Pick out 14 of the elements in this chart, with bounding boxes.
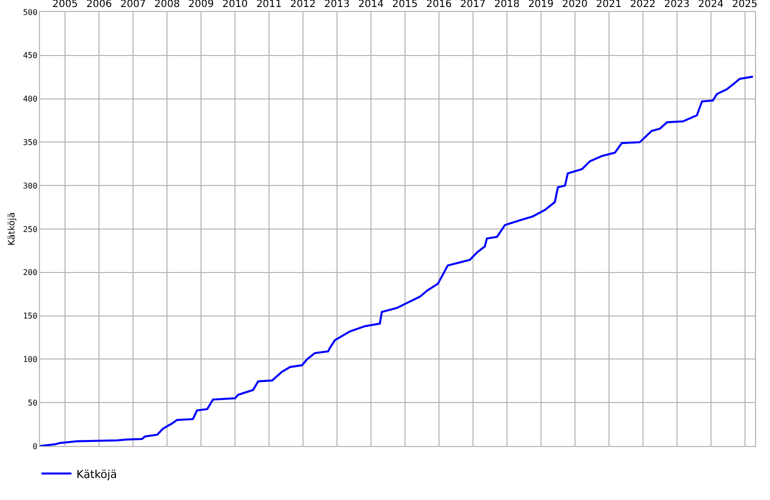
y-tick-label: 100 bbox=[22, 355, 38, 364]
y-tick-label: 300 bbox=[22, 181, 38, 190]
y-tick-label: 250 bbox=[22, 224, 38, 234]
y-tick-label: 450 bbox=[22, 51, 38, 60]
line-series bbox=[40, 76, 754, 446]
y-tick-label: 500 bbox=[22, 8, 38, 17]
y-tick-label: 50 bbox=[28, 398, 38, 408]
y-tick-label: 200 bbox=[22, 268, 38, 278]
legend-label: Kätköjä bbox=[76, 468, 118, 481]
y-tick-label: 400 bbox=[22, 94, 38, 104]
y-tick-label: 150 bbox=[22, 312, 38, 321]
y-tick-label: 350 bbox=[22, 138, 38, 147]
y-axis-title: Kätköjä bbox=[7, 212, 18, 246]
y-tick-label: 0 bbox=[32, 442, 38, 451]
